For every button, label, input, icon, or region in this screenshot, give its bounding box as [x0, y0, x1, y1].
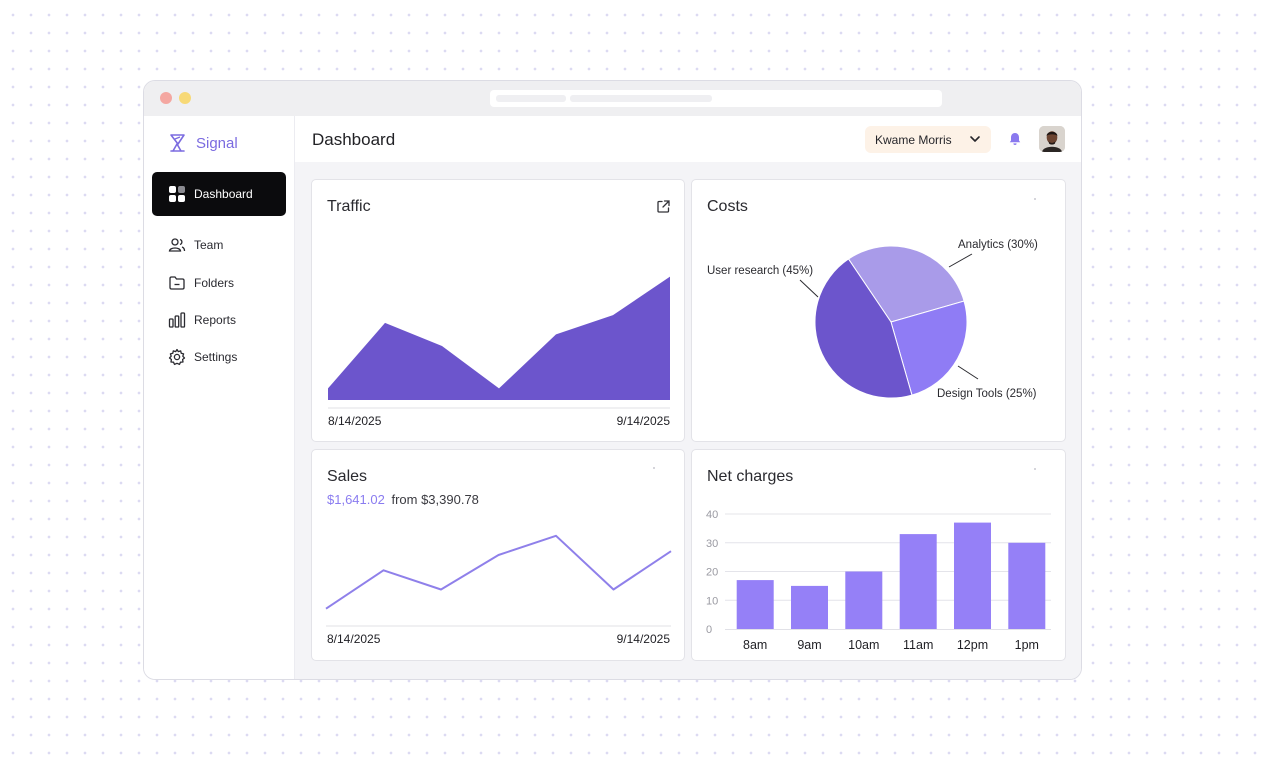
bar [1008, 542, 1046, 630]
minimize-window-button[interactable] [179, 92, 191, 104]
sidebar-item-dashboard[interactable]: Dashboard [152, 172, 286, 216]
x-tick-label: 10am [848, 638, 879, 652]
bar-chart-icon [168, 312, 186, 328]
x-tick-label: 8am [743, 638, 767, 652]
y-tick-label: 30 [706, 538, 718, 550]
user-name: Kwame Morris [875, 132, 952, 147]
x-tick-label: 9/14/2025 [616, 414, 670, 428]
brand[interactable]: Signal [168, 133, 238, 153]
page-title: Dashboard [312, 130, 396, 149]
y-tick-label: 40 [706, 509, 718, 521]
header: Dashboard Kwame Morris [295, 116, 1081, 162]
card-title: Traffic [327, 198, 371, 215]
signal-logo-icon [170, 134, 185, 152]
y-tick-label: 20 [706, 567, 718, 579]
y-tick-label: 10 [706, 595, 718, 607]
title-bar [144, 81, 1081, 116]
bar [954, 522, 991, 629]
card-menu-dot [1034, 468, 1036, 470]
pie-label: Analytics (30%) [958, 239, 1038, 251]
card-menu-dot [1034, 198, 1036, 200]
sales-comparison: from $3,390.78 [391, 492, 479, 507]
sales-line [325, 534, 672, 610]
close-window-button[interactable] [160, 92, 172, 104]
card-title: Costs [707, 198, 748, 215]
sidebar-item-folders[interactable]: Folders [168, 274, 234, 292]
traffic-area-chart [328, 276, 670, 409]
sales-amount: $1,641.02 [327, 492, 385, 507]
card-title: Sales [327, 468, 368, 485]
x-tick-label: 8/14/2025 [327, 632, 381, 646]
x-tick-label: 9/14/2025 [616, 632, 670, 646]
costs-card: Costs Analytics (30%) Design Tools (25%) U… [691, 179, 1066, 442]
address-placeholder [496, 95, 566, 102]
pie-label-leader [799, 279, 819, 298]
sidebar-item-label: Dashboard [194, 187, 253, 201]
pie-slice [814, 258, 913, 399]
costs-pie-chart: Analytics (30%) Design Tools (25%) User re… [707, 239, 1038, 400]
sidebar-item-label: Settings [194, 350, 238, 364]
pie-slice [847, 245, 965, 323]
app-window: Signal Dashboard Team Folders [143, 80, 1082, 680]
net-charges-card: Net charges 0 10 20 30 40 8am 9am 10am 11am 12pm 1… [691, 449, 1066, 661]
x-tick-label: 1pm [1015, 638, 1039, 652]
traffic-card: Traffic 8/14/2025 9/14/2025 [311, 179, 685, 442]
address-bar[interactable] [490, 90, 942, 107]
grid-icon [169, 186, 185, 202]
main-content: Dashboard Kwame Morris [295, 116, 1081, 679]
address-placeholder [570, 95, 712, 102]
user-select[interactable]: Kwame Morris [865, 126, 991, 153]
net-charges-bar-chart: 0 10 20 30 40 8am 9am 10am 11am 12pm 1pm [706, 509, 1051, 652]
x-tick-label: 8/14/2025 [328, 414, 382, 428]
bar [899, 534, 937, 629]
sales-line-chart [325, 534, 672, 627]
bar [845, 571, 883, 629]
user-photo [1039, 126, 1065, 152]
y-tick-label: 0 [706, 624, 712, 636]
sidebar-item-reports[interactable]: Reports [168, 311, 236, 329]
bar [736, 580, 774, 629]
sidebar-item-settings[interactable]: Settings [168, 348, 237, 366]
x-tick-label: 12pm [957, 638, 988, 652]
pie-label-leader [957, 365, 979, 380]
x-tick-label: 11am [903, 638, 933, 652]
sidebar-item-label: Reports [194, 313, 237, 327]
card-title: Net charges [707, 468, 794, 485]
bell-icon[interactable] [1008, 132, 1022, 146]
sales-summary: $1,641.02 from $3,390.78 [327, 492, 479, 507]
external-link-icon[interactable] [656, 199, 671, 214]
card-menu-dot [653, 467, 655, 469]
avatar[interactable] [1039, 126, 1065, 152]
pie-label-leader [948, 253, 973, 268]
pie-slice [890, 300, 968, 396]
x-tick-label: 9am [797, 638, 821, 652]
traffic-area [328, 276, 670, 400]
sales-card: Sales $1,641.02 from $3,390.78 8/14/2025… [311, 449, 685, 661]
sidebar-item-label: Folders [194, 276, 235, 290]
sidebar: Signal Dashboard Team Folders [144, 116, 295, 679]
sidebar-item-label: Team [194, 238, 224, 252]
brand-name: Signal [196, 134, 238, 152]
sidebar-item-team[interactable]: Team [168, 236, 223, 254]
bar [791, 585, 828, 629]
folder-icon [169, 276, 185, 290]
users-icon [168, 238, 186, 252]
pie-label: User research (45%) [707, 265, 813, 277]
chevron-down-icon [970, 136, 980, 142]
pie-label: Design Tools (25%) [937, 388, 1037, 400]
gear-icon [168, 348, 186, 366]
